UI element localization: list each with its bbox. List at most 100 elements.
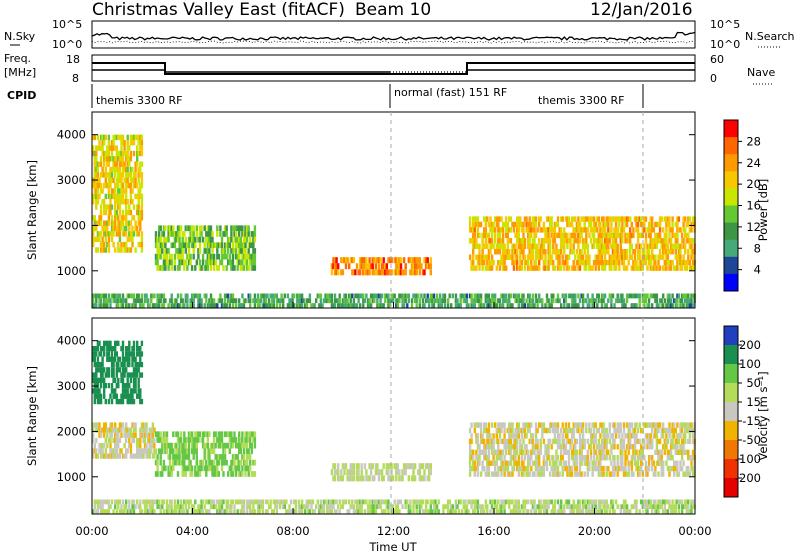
echo-cell bbox=[538, 449, 541, 455]
echo-cell bbox=[541, 227, 544, 233]
echo-cell bbox=[684, 249, 687, 255]
echo-cell bbox=[209, 265, 213, 271]
echo-cell bbox=[533, 221, 536, 228]
echo-cell bbox=[393, 463, 396, 470]
echo-cell bbox=[599, 460, 602, 466]
echo-cell bbox=[553, 232, 557, 239]
echo-cell bbox=[528, 254, 531, 260]
echo-cell bbox=[516, 422, 519, 428]
echo-cell bbox=[103, 231, 106, 237]
echo-cell bbox=[539, 249, 542, 255]
echo-cell bbox=[101, 346, 104, 352]
echo-cell bbox=[241, 259, 244, 266]
echo-cell bbox=[242, 231, 246, 237]
echo-cell bbox=[363, 269, 367, 276]
echo-cell bbox=[363, 263, 367, 270]
echo-cell bbox=[538, 249, 541, 255]
echo-cell bbox=[189, 437, 192, 443]
echo-cell bbox=[106, 298, 109, 304]
echo-cell bbox=[633, 433, 637, 439]
echo-cell bbox=[159, 253, 162, 260]
echo-cell bbox=[498, 259, 502, 266]
echo-cell bbox=[654, 449, 657, 455]
echo-cell bbox=[682, 438, 685, 445]
echo-cell bbox=[638, 293, 641, 299]
echo-cell bbox=[109, 172, 112, 178]
echo-cell bbox=[494, 216, 497, 222]
echo-cell bbox=[512, 449, 516, 455]
echo-cell bbox=[646, 438, 649, 445]
echo-cell bbox=[643, 438, 646, 445]
echo-cell bbox=[118, 499, 122, 505]
echo-cell bbox=[552, 465, 555, 472]
echo-cell bbox=[206, 253, 209, 260]
echo-cell bbox=[220, 459, 224, 466]
echo-cell bbox=[415, 303, 418, 308]
echo-cell bbox=[159, 298, 162, 304]
echo-cell bbox=[522, 499, 525, 505]
echo-cell bbox=[92, 453, 95, 459]
echo-cell bbox=[107, 209, 111, 216]
echo-cell bbox=[148, 303, 151, 308]
echo-cell bbox=[110, 188, 114, 194]
echo-cell bbox=[610, 221, 613, 228]
echo-cell bbox=[103, 182, 106, 189]
echo-cell bbox=[114, 453, 117, 459]
echo-cell bbox=[487, 427, 491, 434]
echo-cell bbox=[509, 499, 513, 505]
echo-cell bbox=[341, 499, 345, 505]
echo-cell bbox=[231, 298, 235, 304]
echo-cell bbox=[542, 422, 546, 428]
echo-cell bbox=[121, 383, 125, 389]
echo-cell bbox=[222, 459, 225, 466]
echo-cell bbox=[156, 459, 159, 466]
echo-cell bbox=[431, 303, 434, 308]
echo-cell bbox=[384, 269, 387, 276]
echo-cell bbox=[253, 231, 257, 237]
echo-cell bbox=[599, 422, 602, 428]
echo-cell bbox=[560, 227, 563, 233]
echo-cell bbox=[205, 459, 208, 466]
echo-cell bbox=[677, 449, 681, 455]
echo-cell bbox=[126, 377, 129, 383]
echo-cell bbox=[669, 465, 673, 472]
echo-cell bbox=[129, 134, 133, 141]
echo-cell bbox=[107, 161, 111, 167]
echo-cell bbox=[223, 509, 227, 514]
echo-cell bbox=[679, 298, 682, 304]
echo-cell bbox=[555, 465, 558, 472]
echo-cell bbox=[468, 238, 472, 244]
echo-cell bbox=[647, 221, 651, 228]
echo-cell bbox=[402, 303, 406, 308]
echo-cell bbox=[150, 448, 153, 454]
echo-cell bbox=[159, 509, 162, 514]
echo-cell bbox=[348, 509, 351, 514]
echo-cell bbox=[655, 238, 659, 244]
echo-cell bbox=[523, 465, 527, 472]
echo-cell bbox=[115, 199, 118, 205]
echo-cell bbox=[415, 509, 418, 514]
echo-cell bbox=[159, 248, 162, 254]
date-label: 12/Jan/2016 bbox=[590, 0, 693, 20]
echo-cell bbox=[371, 263, 374, 270]
echo-cell bbox=[569, 249, 572, 255]
echo-cell bbox=[652, 259, 655, 266]
echo-cell bbox=[611, 422, 615, 428]
echo-cell bbox=[126, 346, 129, 352]
echo-cell bbox=[566, 433, 569, 439]
echo-cell bbox=[516, 438, 519, 445]
echo-cell bbox=[349, 303, 352, 308]
echo-cell bbox=[267, 504, 271, 510]
echo-cell bbox=[682, 221, 685, 228]
echo-cell bbox=[150, 298, 153, 304]
echo-cell bbox=[602, 221, 605, 228]
echo-cell bbox=[657, 422, 660, 428]
echo-cell bbox=[500, 499, 503, 505]
echo-cell bbox=[192, 298, 195, 304]
echo-cell bbox=[98, 367, 101, 373]
echo-cell bbox=[658, 238, 662, 244]
echo-cell bbox=[489, 509, 492, 514]
echo-cell bbox=[428, 469, 431, 476]
echo-cell bbox=[162, 303, 166, 308]
echo-cell bbox=[616, 455, 619, 461]
